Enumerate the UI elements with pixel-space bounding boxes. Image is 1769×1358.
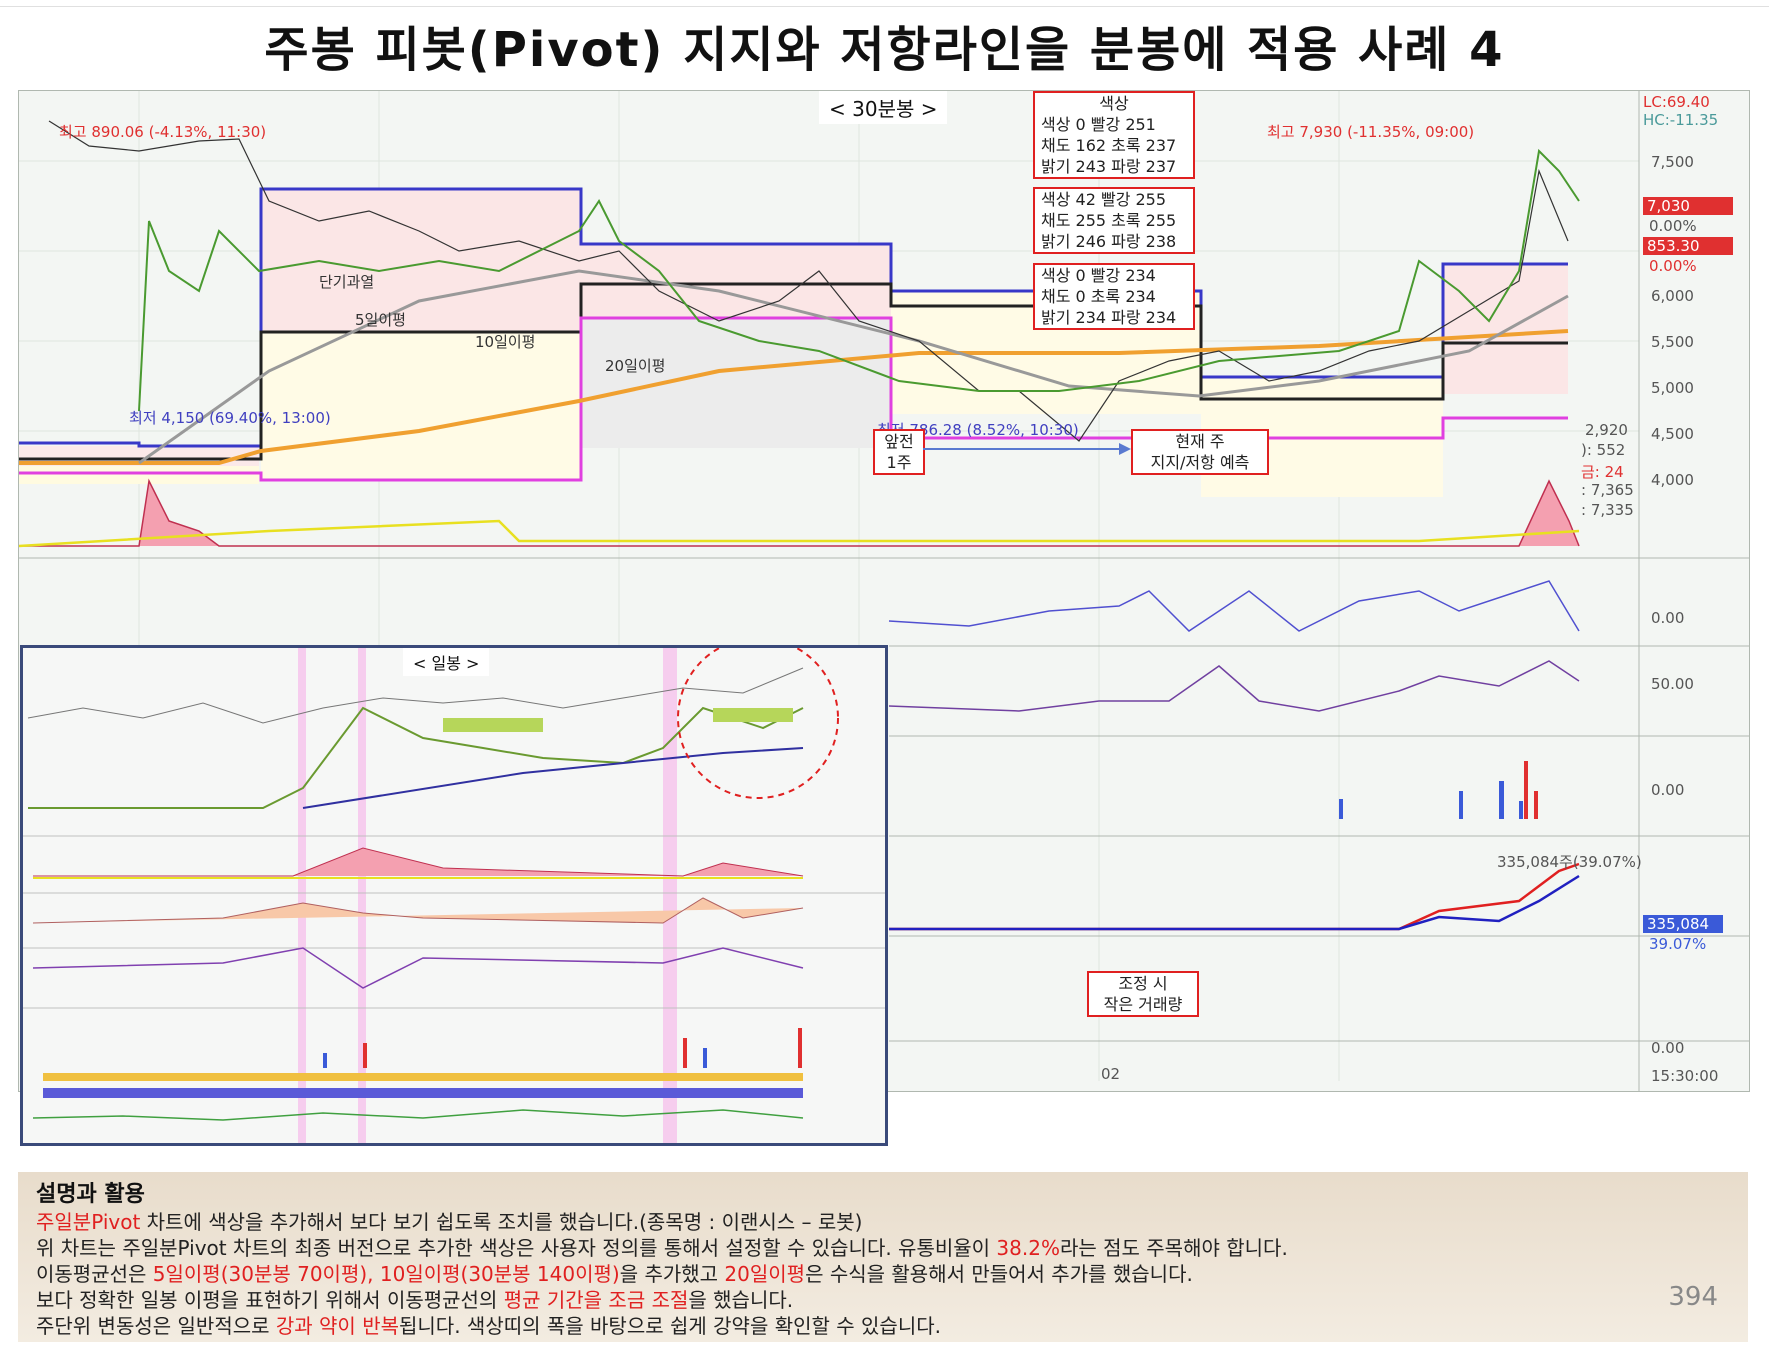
info-value: ): 552 xyxy=(1581,441,1626,459)
color-box-1-title: 색상 xyxy=(1099,94,1129,113)
text: 을 추가했고 xyxy=(619,1262,725,1286)
color-box-3: 색상 0 빨강 234 채도 0 초록 234 밝기 234 파랑 234 xyxy=(1033,263,1195,330)
volume-badge: 335,084 xyxy=(1643,915,1723,933)
current-week-box: 현재 주 지지/저항 예측 xyxy=(1131,429,1269,475)
description-panel: 설명과 활용 주일분Pivot 차트에 색상을 추가해서 보다 보기 쉽도록 조… xyxy=(18,1172,1748,1342)
text: 됩니다. 색상띠의 폭을 바탕으로 쉽게 강약을 확인할 수 있습니다. xyxy=(399,1314,941,1338)
prev-week-box: 앞전 1주 xyxy=(873,429,925,475)
text: 을 했습니다. xyxy=(688,1288,794,1312)
low-left-label: 최저 4,150 (69.40%, 13:00) xyxy=(129,409,331,427)
prev-week-line: 1주 xyxy=(886,453,912,472)
info-value: 2,920 xyxy=(1585,421,1628,439)
highlight: 강과 약이 반복 xyxy=(275,1314,399,1338)
color-box-3-line: 밝기 234 파랑 234 xyxy=(1041,308,1177,327)
current-week-line: 현재 주 xyxy=(1175,432,1225,451)
highlight: 5일이평(30분봉 70이평), 10일이평(30분봉 140이평) xyxy=(152,1262,620,1286)
description-line-1: 주일분Pivot 차트에 색상을 추가해서 보다 보기 쉽도록 조치를 했습니다… xyxy=(36,1206,863,1235)
text: 은 수식을 활용해서 만들어서 추가를 했습니다. xyxy=(805,1262,1193,1286)
axis-index-price: 853.30 xyxy=(1643,237,1733,255)
low-mid-label: 최저 786.28 (8.52%, 10:30) xyxy=(877,421,1079,439)
time-label: 15:30:00 xyxy=(1651,1067,1719,1085)
text: 라는 점도 주목해야 합니다. xyxy=(1059,1236,1288,1260)
highlight: 평균 기간을 조금 조절 xyxy=(503,1288,689,1312)
color-box-1-line: 채도 162 초록 237 xyxy=(1041,136,1177,155)
info-value: : 7,365 xyxy=(1581,481,1634,499)
axis-tick: 4,500 xyxy=(1651,425,1694,443)
axis-pct: 0.00% xyxy=(1649,217,1697,235)
color-box-2-line: 밝기 246 파랑 238 xyxy=(1041,232,1177,251)
sub-axis: 50.00 xyxy=(1651,675,1694,693)
volume-note-box: 조정 시 작은 거래량 xyxy=(1087,971,1199,1017)
inset-canvas xyxy=(23,648,885,1143)
axis-tick: 7,500 xyxy=(1651,153,1694,171)
axis-current-price: 7,030 xyxy=(1643,197,1733,215)
color-box-3-line: 색상 0 빨강 234 xyxy=(1041,266,1156,285)
sub-axis: 0.00 xyxy=(1651,781,1685,799)
highlight: 38.2% xyxy=(996,1236,1060,1260)
description-line-3: 이동평균선은 5일이평(30분봉 70이평), 10일이평(30분봉 140이평… xyxy=(36,1258,1193,1287)
high-left-label: 최고 890.06 (-4.13%, 11:30) xyxy=(59,123,267,141)
volume-pct: 39.07% xyxy=(1649,935,1707,953)
sub-axis: 0.00 xyxy=(1651,609,1685,627)
axis-pct-2: 0.00% xyxy=(1649,257,1697,275)
color-box-2: 색상 42 빨강 255 채도 255 초록 255 밝기 246 파랑 238 xyxy=(1033,187,1195,254)
highlight: 20일이평 xyxy=(724,1262,806,1286)
description-line-4: 보다 정확한 일봉 이평을 표현하기 위해서 이동평균선의 평균 기간을 조금 … xyxy=(36,1284,793,1313)
text: 위 차트는 주일분Pivot 차트의 최종 버전으로 추가한 색상은 사용자 정… xyxy=(36,1236,997,1260)
text: 보다 정확한 일봉 이평을 표현하기 위해서 이동평균선의 xyxy=(36,1288,504,1312)
axis-tick: 6,000 xyxy=(1651,287,1694,305)
axis-hc: HC:-11.35 xyxy=(1643,111,1719,129)
ma-label-overheat: 단기과열 xyxy=(319,273,375,291)
color-box-2-line: 색상 42 빨강 255 xyxy=(1041,190,1167,209)
color-box-2-line: 채도 255 초록 255 xyxy=(1041,211,1177,230)
page-title: 주봉 피봇(Pivot) 지지와 저항라인을 분봉에 적용 사례 4 xyxy=(264,22,1505,78)
top-divider xyxy=(0,6,1769,7)
ma-label-20d: 20일이평 xyxy=(605,357,666,375)
info-value: : 7,335 xyxy=(1581,501,1634,519)
axis-tick: 5,000 xyxy=(1651,379,1694,397)
text: 주단위 변동성은 일반적으로 xyxy=(36,1314,276,1338)
text: 차트에 색상을 추가해서 보다 보기 쉽도록 조치를 했습니다.(종목명 : 이… xyxy=(140,1210,863,1234)
description-heading: 설명과 활용 xyxy=(36,1182,145,1207)
high-right-label: 최고 7,930 (-11.35%, 09:00) xyxy=(1267,123,1475,141)
period-label-daily: < 일봉 > xyxy=(403,648,490,676)
text: 이동평균선은 xyxy=(36,1262,153,1286)
current-week-line: 지지/저항 예측 xyxy=(1150,453,1250,472)
axis-lc: LC:69.40 xyxy=(1643,93,1710,111)
color-box-3-line: 채도 0 초록 234 xyxy=(1041,287,1156,306)
daily-inset-chart[interactable]: < 일봉 > xyxy=(20,645,888,1146)
color-box-1-line: 밝기 243 파랑 237 xyxy=(1041,157,1177,176)
highlight: 주일분Pivot xyxy=(36,1210,141,1234)
description-line-2: 위 차트는 주일분Pivot 차트의 최종 버전으로 추가한 색상은 사용자 정… xyxy=(36,1232,1288,1261)
ma-label-5d: 5일이평 xyxy=(355,311,406,329)
ma-label-10d: 10일이평 xyxy=(475,333,536,351)
sub-axis: 0.00 xyxy=(1651,1039,1685,1057)
color-box-1-line: 색상 0 빨강 251 xyxy=(1041,115,1156,134)
description-line-5: 주단위 변동성은 일반적으로 강과 약이 반복됩니다. 색상띠의 폭을 바탕으로… xyxy=(36,1310,941,1339)
page-number: 394 xyxy=(1668,1282,1718,1312)
axis-tick: 4,000 xyxy=(1651,471,1694,489)
x-tick: 02 xyxy=(1101,1065,1121,1083)
volume-note-line: 조정 시 xyxy=(1118,974,1168,993)
period-label-30min: < 30분봉 > xyxy=(819,91,948,124)
axis-tick: 5,500 xyxy=(1651,333,1694,351)
volume-total-label: 335,084주(39.07%) xyxy=(1497,853,1642,871)
prev-week-line: 앞전 xyxy=(884,432,914,451)
chart-canvas xyxy=(19,91,1749,1091)
color-box-1: 색상 색상 0 빨강 251 채도 162 초록 237 밝기 243 파랑 2… xyxy=(1033,91,1195,179)
info-value: 금: 24 xyxy=(1581,463,1624,481)
volume-note-line: 작은 거래량 xyxy=(1103,995,1183,1014)
